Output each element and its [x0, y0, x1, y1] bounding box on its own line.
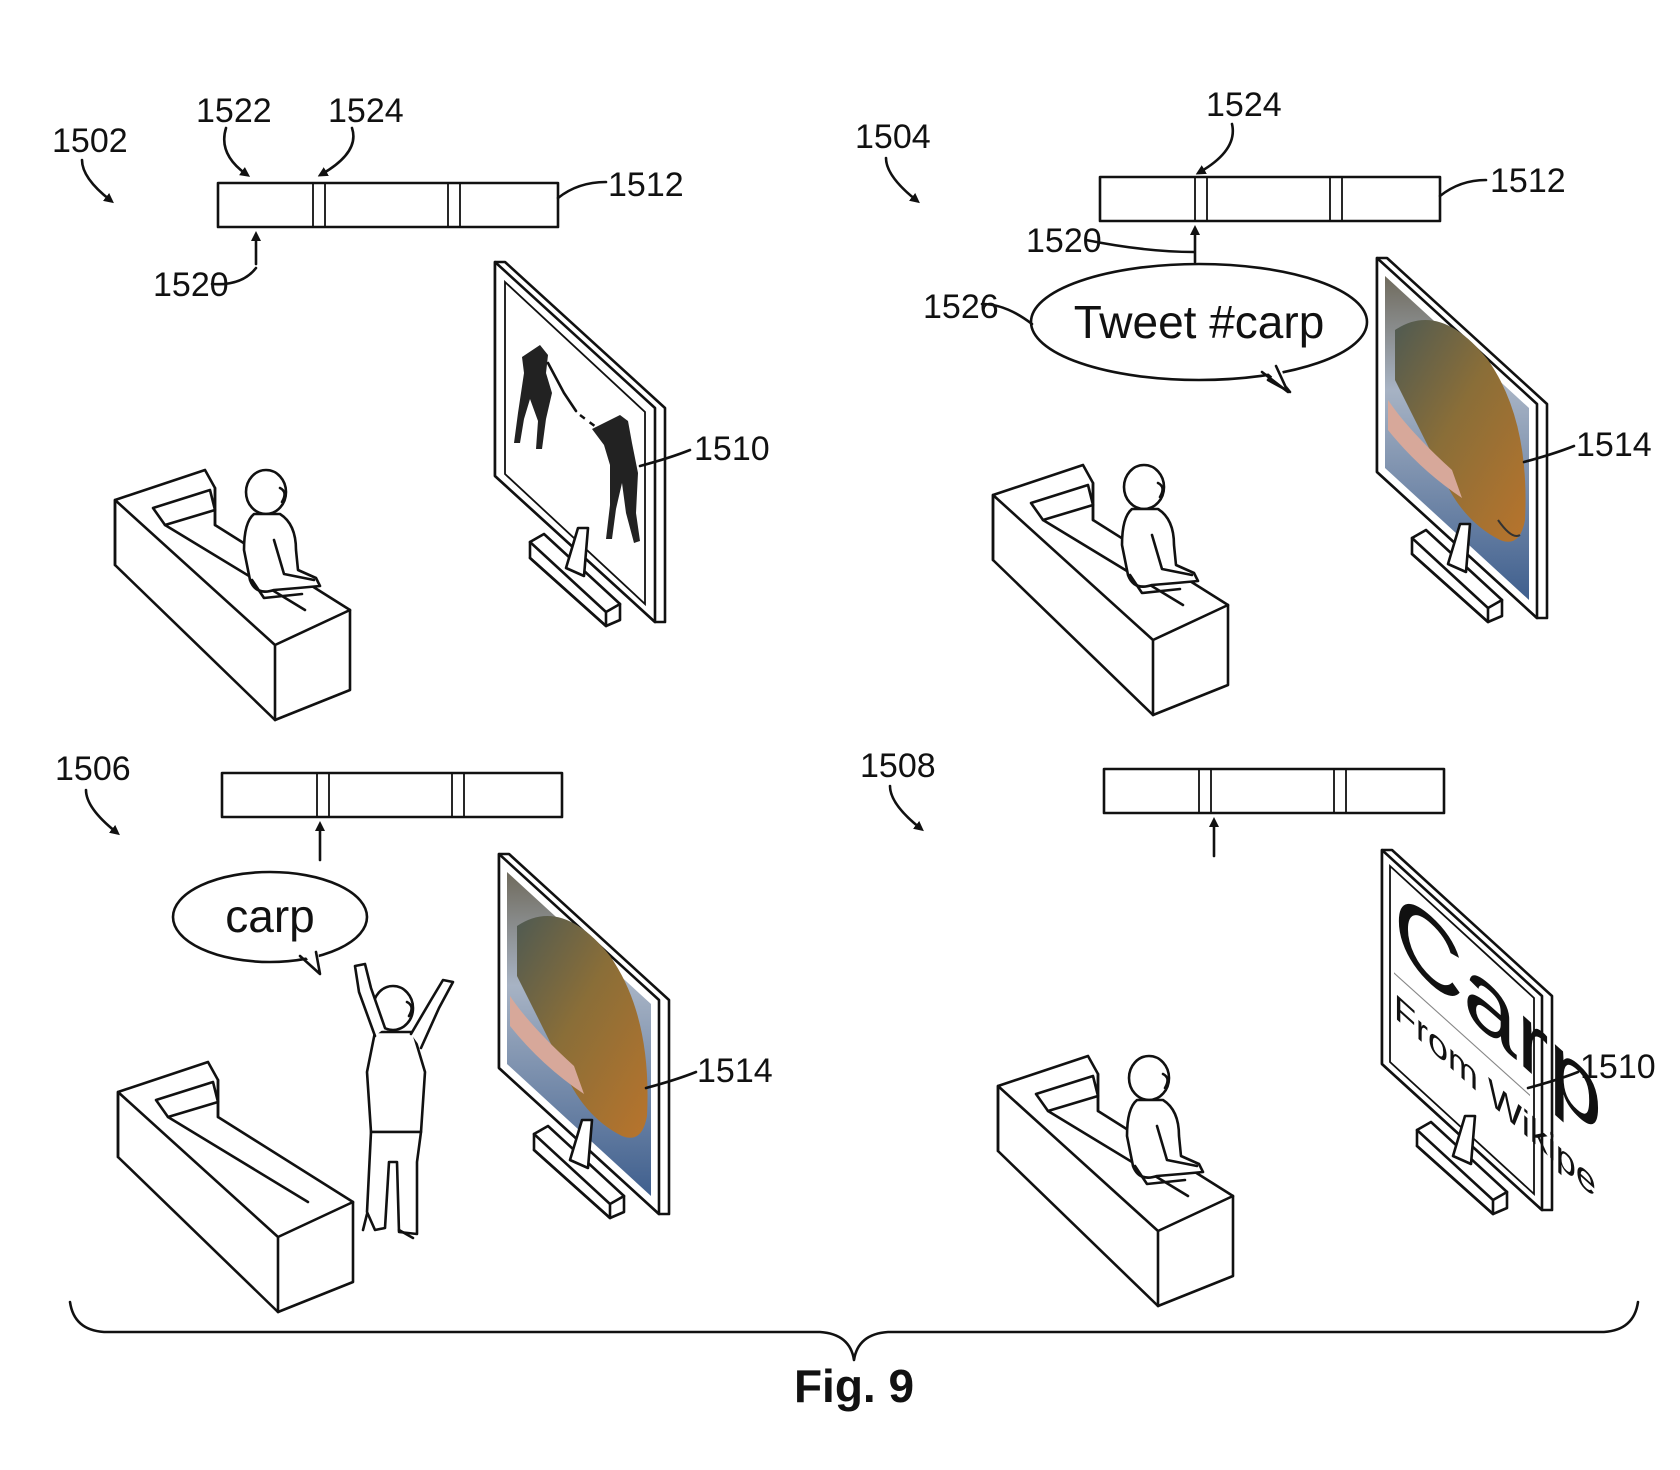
leader-1522	[222, 126, 251, 177]
couch-1504	[991, 463, 1230, 717]
leader-1524-b	[1195, 122, 1235, 175]
label-1502: 1502	[52, 122, 128, 160]
viewer-standing-gesturing	[353, 962, 455, 1240]
timeline-bar-1508	[1102, 767, 1446, 815]
label-1522: 1522	[196, 92, 272, 130]
tv-1510-a	[493, 260, 667, 628]
leader-1524-a	[317, 126, 355, 177]
couch-1508	[996, 1054, 1235, 1308]
tv-1514-b	[1375, 256, 1549, 624]
label-1512-a: 1512	[608, 166, 684, 204]
leader-1504	[884, 156, 920, 204]
timeline-bar-1512-a	[216, 181, 560, 229]
label-1524-a: 1524	[328, 92, 404, 130]
label-1512-b: 1512	[1490, 162, 1566, 200]
leader-1512-a	[556, 180, 608, 200]
bubble-text-tweet: Tweet #carp	[1074, 296, 1325, 348]
viewer-seated-1508	[1125, 1054, 1205, 1186]
soldier-figures	[514, 345, 640, 543]
figure-caption: Fig. 9	[794, 1360, 914, 1412]
leader-1510-d	[1526, 1070, 1580, 1090]
label-1510-a: 1510	[694, 430, 770, 468]
leader-1512-b	[1438, 178, 1488, 198]
viewer-seated-1502	[242, 468, 322, 600]
leader-1502	[80, 158, 114, 204]
tv-1510-d: Carp From Wikipe	[1380, 848, 1602, 1216]
grouping-brace	[68, 1300, 1640, 1362]
leader-1514-b	[1522, 444, 1576, 464]
panel-1508: 1508 Carp From Wikipe 1510	[860, 747, 1656, 1308]
speech-bubble-carp-spoken: carp	[171, 870, 369, 976]
panel-1506: 1506 carp	[55, 750, 773, 1314]
leader-1508	[888, 784, 924, 832]
viewer-seated-1504	[1120, 463, 1200, 595]
tv-1514-c	[497, 852, 671, 1220]
label-1506: 1506	[55, 750, 131, 788]
label-1524-b: 1524	[1206, 86, 1282, 124]
panel-1502: 1502 1522 1524 1512 1520 1510	[52, 92, 770, 722]
couch-1502	[113, 468, 352, 722]
panel-1504: 1504 1524 1512 1520 Tweet #carp 1526	[855, 86, 1652, 717]
fish-image-c	[510, 916, 648, 1138]
label-1508: 1508	[860, 747, 936, 785]
leader-1520-a	[210, 266, 258, 286]
fish-image-b	[1388, 320, 1526, 542]
leader-1526	[980, 302, 1034, 326]
label-1514-b: 1514	[1576, 426, 1652, 464]
leader-1514-c	[644, 1070, 698, 1090]
couch-1506	[116, 1060, 355, 1314]
leader-1520-b	[1084, 238, 1196, 254]
timeline-bar-1506	[220, 771, 564, 819]
label-1526: 1526	[923, 288, 999, 326]
label-1510-d: 1510	[1580, 1048, 1656, 1086]
speech-bubble-tweet: Tweet #carp	[1029, 262, 1369, 394]
timeline-bar-1512-b	[1098, 175, 1442, 223]
leader-1510-a	[638, 448, 692, 468]
bubble-text-carp: carp	[225, 890, 314, 942]
leader-1506	[84, 788, 120, 836]
label-1504: 1504	[855, 118, 931, 156]
label-1514-c: 1514	[697, 1052, 773, 1090]
